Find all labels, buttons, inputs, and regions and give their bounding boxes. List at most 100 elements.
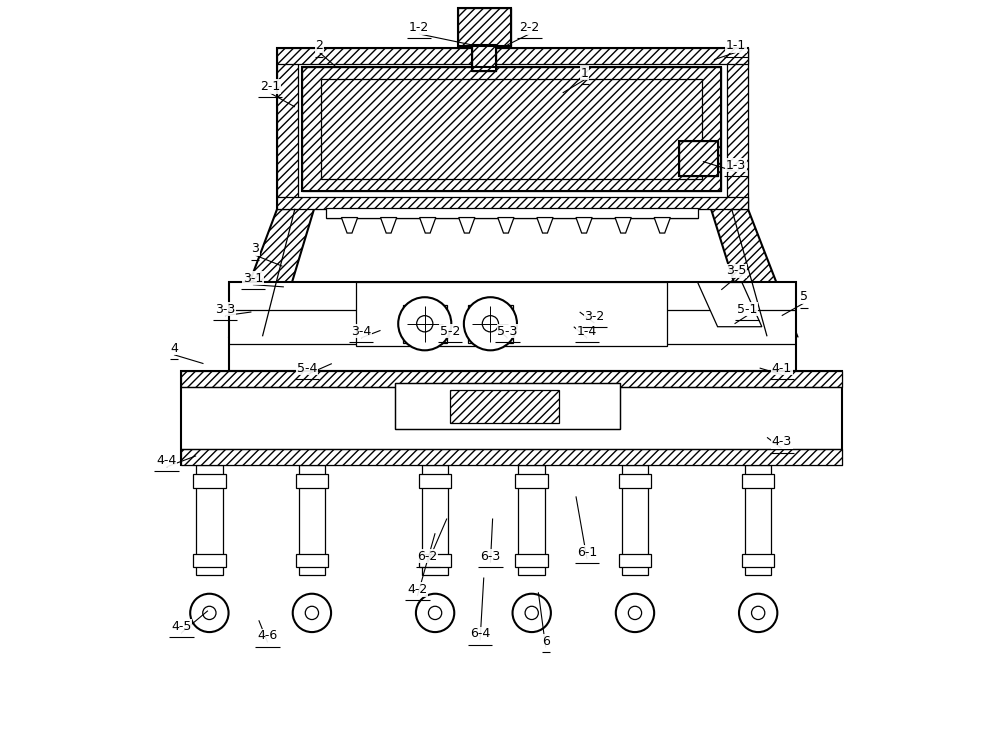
Polygon shape: [537, 217, 553, 233]
Circle shape: [482, 316, 499, 332]
Bar: [472, 45, 496, 71]
Bar: [395, 383, 620, 429]
Circle shape: [190, 593, 229, 632]
Bar: [619, 554, 651, 567]
Text: 6-1: 6-1: [577, 546, 597, 559]
Circle shape: [398, 297, 451, 350]
Polygon shape: [229, 208, 314, 336]
Polygon shape: [498, 217, 514, 233]
Text: 6-4: 6-4: [470, 627, 490, 640]
Text: 5-4: 5-4: [297, 361, 317, 375]
Bar: [181, 449, 842, 466]
Bar: [727, 48, 748, 208]
Circle shape: [203, 606, 216, 619]
Text: 4-5: 4-5: [171, 620, 192, 633]
Bar: [181, 371, 842, 387]
Text: 3: 3: [251, 242, 259, 255]
Text: 3-5: 3-5: [726, 265, 746, 277]
Circle shape: [293, 593, 331, 632]
Text: 4-3: 4-3: [772, 435, 792, 449]
Text: 3-1: 3-1: [243, 272, 263, 285]
Bar: [181, 371, 842, 466]
Text: 2: 2: [315, 39, 323, 52]
Bar: [419, 474, 451, 488]
Text: 1: 1: [581, 67, 589, 80]
Bar: [518, 466, 545, 574]
Bar: [619, 474, 651, 488]
Circle shape: [739, 593, 777, 632]
Text: 2-1: 2-1: [260, 80, 280, 93]
Bar: [679, 141, 718, 176]
Text: 6-2: 6-2: [418, 550, 438, 563]
Bar: [458, 8, 511, 47]
Bar: [326, 208, 698, 217]
Bar: [419, 554, 451, 567]
Text: 1-2: 1-2: [409, 21, 429, 34]
Bar: [302, 67, 721, 191]
Bar: [515, 554, 548, 567]
Bar: [515, 474, 548, 488]
Circle shape: [417, 316, 433, 332]
Polygon shape: [420, 217, 436, 233]
Bar: [296, 474, 328, 488]
Bar: [277, 48, 748, 64]
Polygon shape: [698, 282, 762, 327]
Polygon shape: [711, 208, 797, 336]
Text: 3-2: 3-2: [584, 310, 605, 323]
Polygon shape: [381, 217, 397, 233]
Text: 5-3: 5-3: [497, 324, 518, 338]
Bar: [745, 466, 771, 574]
Polygon shape: [341, 217, 358, 233]
Bar: [299, 466, 325, 574]
Text: 3-3: 3-3: [215, 303, 235, 316]
Polygon shape: [576, 217, 592, 233]
Circle shape: [428, 606, 442, 619]
Text: 2-2: 2-2: [519, 21, 540, 34]
Bar: [472, 45, 496, 71]
Circle shape: [305, 606, 319, 619]
Text: 1-3: 1-3: [726, 159, 746, 172]
Circle shape: [416, 593, 454, 632]
Bar: [321, 79, 702, 179]
Text: 1-1: 1-1: [726, 39, 746, 52]
Text: 5-1: 5-1: [737, 303, 757, 316]
Text: 4-2: 4-2: [407, 583, 428, 596]
Bar: [679, 141, 718, 176]
Bar: [403, 304, 447, 343]
Bar: [302, 67, 721, 191]
Bar: [450, 390, 559, 423]
Polygon shape: [654, 217, 670, 233]
Bar: [229, 282, 796, 371]
Circle shape: [628, 606, 642, 619]
Bar: [422, 466, 448, 574]
Circle shape: [525, 606, 538, 619]
Text: 6: 6: [542, 635, 550, 647]
Bar: [622, 466, 648, 574]
Bar: [742, 554, 774, 567]
Text: 1-4: 1-4: [577, 324, 597, 338]
Bar: [277, 48, 298, 208]
Bar: [296, 554, 328, 567]
Bar: [193, 554, 226, 567]
Text: 3-4: 3-4: [351, 324, 371, 338]
Bar: [277, 197, 748, 208]
Bar: [321, 79, 702, 179]
Bar: [356, 282, 667, 346]
Bar: [395, 383, 620, 429]
Text: 4-6: 4-6: [258, 630, 278, 642]
Text: 4: 4: [170, 341, 178, 355]
Circle shape: [616, 593, 654, 632]
Polygon shape: [615, 217, 631, 233]
Text: 4-1: 4-1: [772, 361, 792, 375]
Bar: [196, 466, 223, 574]
Text: 5: 5: [800, 290, 808, 303]
Circle shape: [464, 297, 517, 350]
Text: 5-2: 5-2: [440, 324, 460, 338]
Polygon shape: [459, 217, 475, 233]
Bar: [742, 474, 774, 488]
Text: 6-3: 6-3: [480, 550, 501, 563]
Circle shape: [752, 606, 765, 619]
Bar: [468, 304, 513, 343]
Bar: [458, 8, 511, 47]
Circle shape: [513, 593, 551, 632]
